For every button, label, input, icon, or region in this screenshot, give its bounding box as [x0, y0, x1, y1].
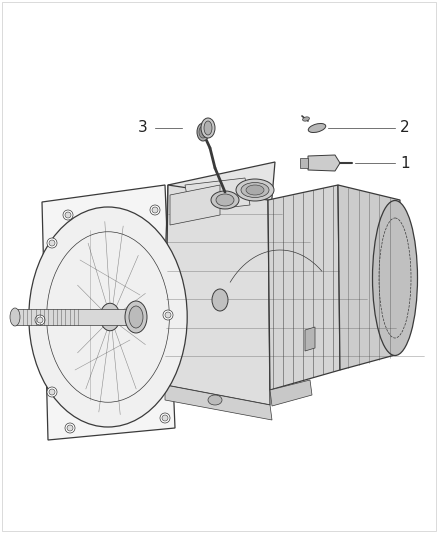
Ellipse shape [49, 240, 55, 246]
Ellipse shape [241, 182, 269, 198]
Ellipse shape [204, 121, 212, 135]
Ellipse shape [152, 207, 158, 213]
Polygon shape [300, 158, 308, 168]
Polygon shape [170, 185, 220, 225]
Ellipse shape [211, 191, 239, 209]
Polygon shape [42, 185, 175, 440]
Text: 2: 2 [400, 120, 410, 135]
Ellipse shape [49, 389, 55, 395]
Text: 1: 1 [400, 156, 410, 171]
Text: 3: 3 [138, 120, 148, 135]
Ellipse shape [212, 289, 228, 311]
Ellipse shape [303, 117, 309, 121]
Polygon shape [308, 155, 340, 171]
Polygon shape [165, 185, 270, 405]
Ellipse shape [63, 210, 73, 220]
Ellipse shape [216, 194, 234, 206]
Polygon shape [305, 327, 315, 351]
Ellipse shape [246, 185, 264, 195]
Ellipse shape [65, 423, 75, 433]
Ellipse shape [308, 124, 326, 133]
Ellipse shape [125, 301, 147, 333]
Polygon shape [165, 385, 272, 420]
Ellipse shape [163, 310, 173, 320]
Ellipse shape [37, 317, 43, 323]
Ellipse shape [67, 425, 73, 431]
Ellipse shape [208, 395, 222, 405]
Ellipse shape [197, 123, 209, 141]
Polygon shape [185, 178, 250, 212]
Ellipse shape [29, 207, 187, 427]
Ellipse shape [35, 315, 45, 325]
Ellipse shape [199, 126, 207, 138]
Ellipse shape [236, 179, 274, 201]
Ellipse shape [129, 306, 143, 328]
Ellipse shape [160, 413, 170, 423]
Polygon shape [270, 380, 312, 406]
Ellipse shape [162, 415, 168, 421]
Ellipse shape [372, 200, 417, 356]
Ellipse shape [10, 308, 20, 326]
Ellipse shape [150, 205, 160, 215]
Ellipse shape [201, 118, 215, 138]
Ellipse shape [65, 212, 71, 218]
Ellipse shape [100, 303, 120, 331]
Polygon shape [338, 185, 400, 370]
Ellipse shape [165, 312, 171, 318]
Ellipse shape [47, 238, 57, 248]
Polygon shape [268, 185, 340, 390]
Polygon shape [165, 162, 275, 265]
Ellipse shape [47, 387, 57, 397]
Polygon shape [13, 309, 138, 325]
